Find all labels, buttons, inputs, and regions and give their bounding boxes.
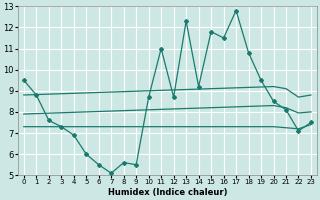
X-axis label: Humidex (Indice chaleur): Humidex (Indice chaleur) [108, 188, 227, 197]
